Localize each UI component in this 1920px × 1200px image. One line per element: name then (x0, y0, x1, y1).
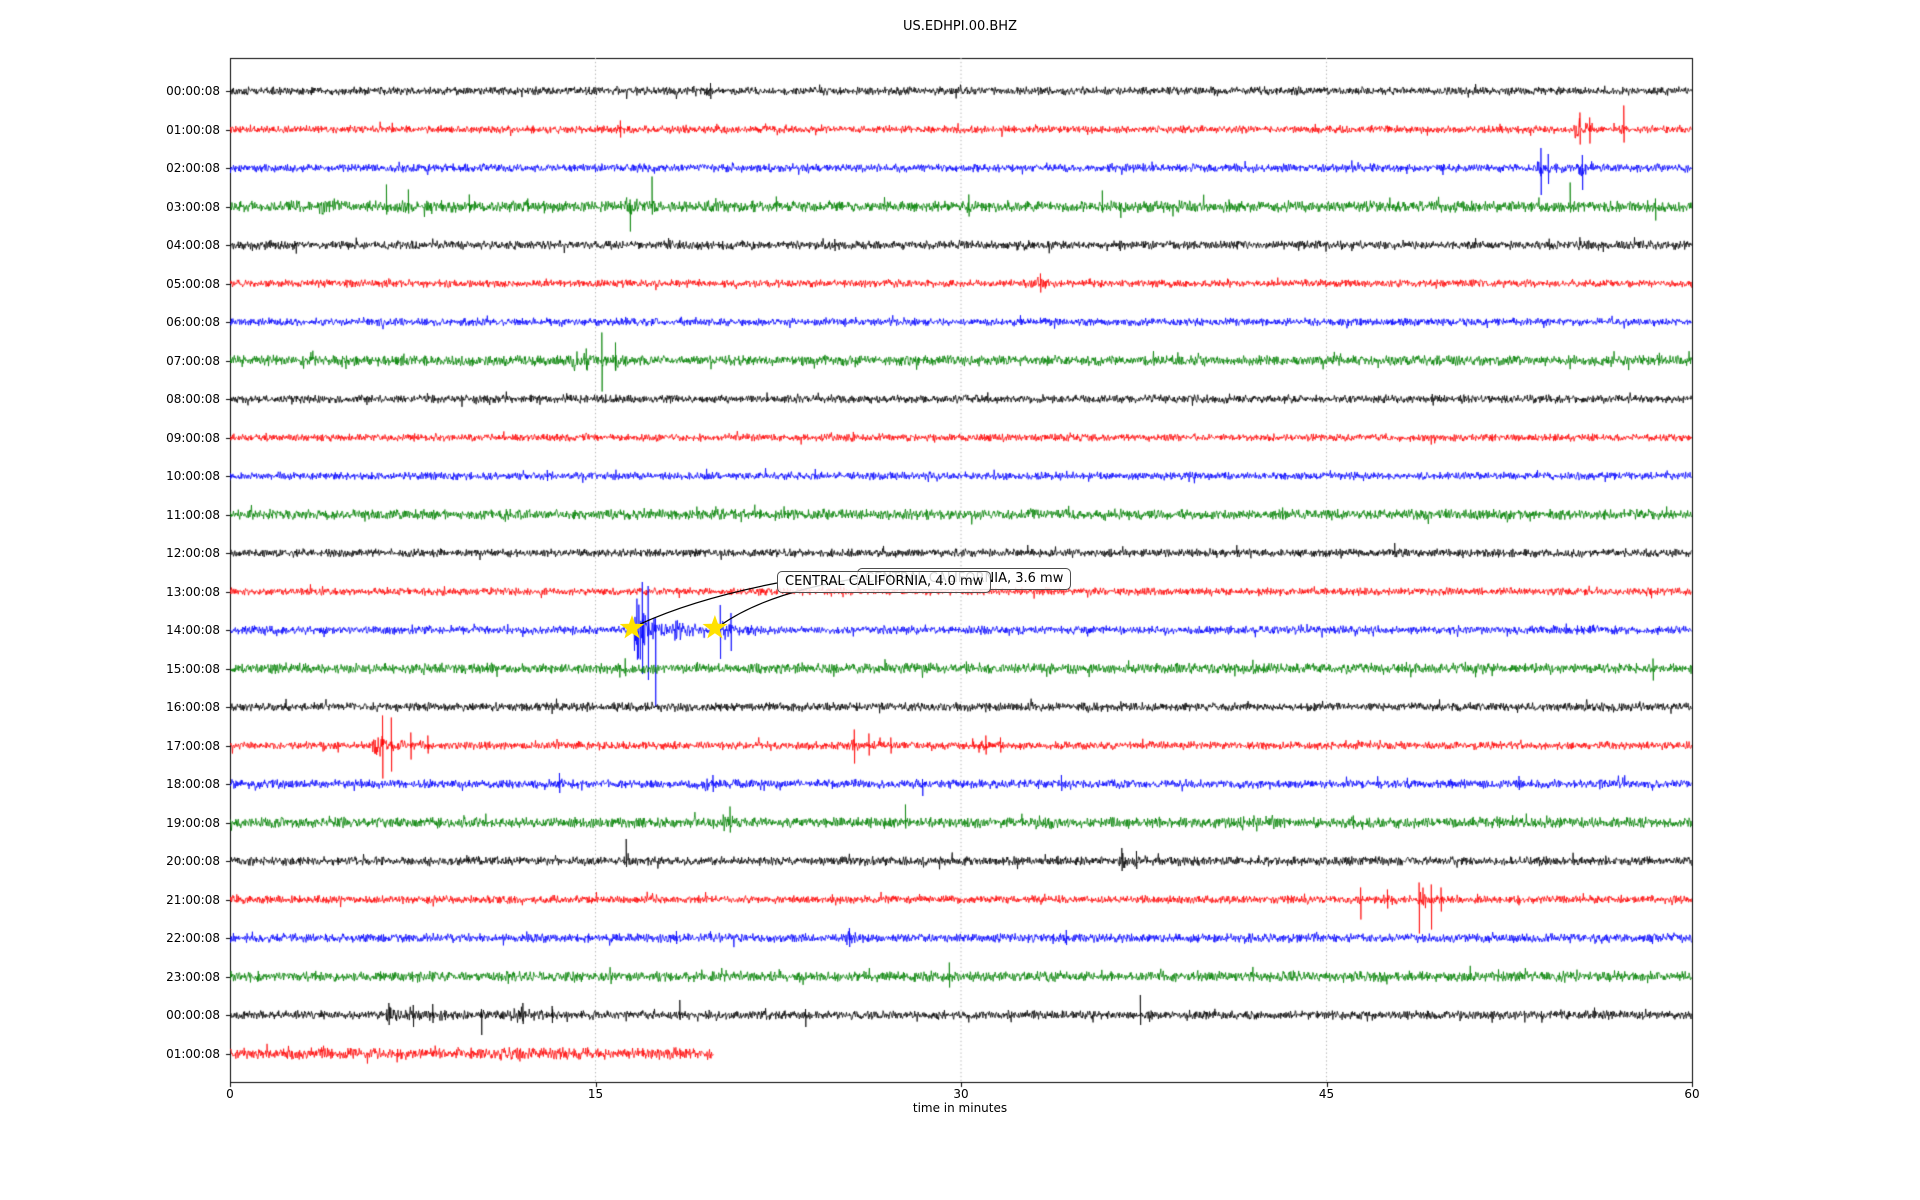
xtick-label-4: 60 (1684, 1087, 1700, 1101)
ytick-label-0: 00:00:08 (166, 84, 220, 98)
ytick-label-8: 08:00:08 (166, 392, 220, 406)
xtick-label-2: 30 (953, 1087, 969, 1101)
ytick-label-23: 23:00:08 (166, 969, 220, 984)
ytick-label-22: 22:00:08 (166, 931, 220, 945)
ytick-label-13: 13:00:08 (166, 584, 220, 599)
ytick-label-24: 00:00:08 (166, 1008, 220, 1022)
ytick-label-25: 01:00:08 (166, 1046, 220, 1061)
figure-title: US.EDHPI.00.BHZ (903, 19, 1017, 34)
ytick-label-4: 04:00:08 (166, 238, 220, 252)
xtick-label-1: 15 (587, 1087, 604, 1101)
ytick-label-1: 01:00:08 (166, 122, 220, 137)
ytick-label-9: 09:00:08 (166, 430, 220, 445)
ytick-label-15: 15:00:08 (166, 661, 220, 676)
event-annotation-4.0mw: CENTRAL CALIFORNIA, 4.0 mw (777, 571, 992, 593)
ytick-label-19: 19:00:08 (166, 815, 220, 830)
ytick-label-16: 16:00:08 (166, 700, 220, 714)
xtick-label-0: 0 (226, 1087, 234, 1101)
ytick-label-12: 12:00:08 (166, 546, 220, 560)
ytick-label-11: 11:00:08 (166, 507, 220, 522)
x-axis-label: time in minutes (912, 1101, 1008, 1115)
ytick-label-5: 05:00:08 (166, 276, 220, 291)
ytick-label-10: 10:00:08 (166, 469, 220, 483)
xtick-label-3: 45 (1318, 1087, 1335, 1101)
ytick-label-14: 14:00:08 (166, 623, 220, 637)
ytick-label-2: 02:00:08 (166, 161, 220, 175)
ytick-label-21: 21:00:08 (166, 892, 220, 907)
ytick-label-3: 03:00:08 (166, 199, 220, 214)
ytick-label-7: 07:00:08 (166, 353, 220, 368)
ytick-label-6: 06:00:08 (166, 315, 220, 329)
ytick-label-18: 18:00:08 (166, 777, 220, 791)
ytick-label-20: 20:00:08 (166, 854, 220, 868)
ytick-label-17: 17:00:08 (166, 738, 220, 753)
